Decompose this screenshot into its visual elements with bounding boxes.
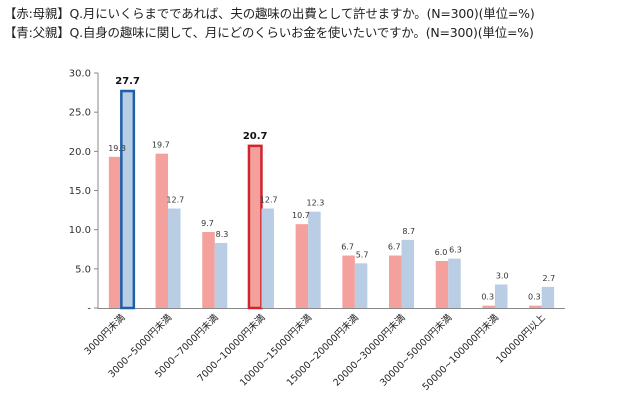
header-mother-question: 【赤:母親】Q.月にいくらまでであれば、夫の趣味の出費として許せますか。(N=3… — [4, 6, 535, 21]
data-label-father: 8.3 — [216, 230, 229, 239]
bar-father — [120, 89, 136, 310]
data-label-mother: 10.7 — [292, 211, 310, 220]
x-category-label: 100000円以上 — [494, 312, 548, 366]
bar-mother — [108, 156, 122, 308]
y-tick-label: 20.0 — [69, 147, 91, 158]
data-label-mother: 20.7 — [243, 131, 268, 142]
bar-mother — [247, 144, 263, 310]
bar-mother — [342, 255, 355, 308]
bar-mother — [435, 261, 449, 308]
bar-father — [541, 286, 555, 308]
bar-mother — [202, 232, 215, 308]
data-label-father: 5.7 — [356, 250, 369, 259]
data-label-father: 12.3 — [306, 199, 324, 208]
bar-mother — [482, 305, 495, 308]
y-tick-label: 5.0 — [75, 264, 91, 275]
x-category-label: 3000円未満 — [82, 311, 128, 357]
bar-father — [354, 263, 368, 308]
data-label-mother: 0.3 — [528, 293, 541, 302]
y-tick-label: 10.0 — [69, 225, 91, 236]
y-tick-label: 25.0 — [69, 108, 91, 119]
bar-father — [261, 208, 274, 308]
y-tick-label: - — [87, 304, 91, 315]
data-label-mother: 6.0 — [435, 248, 448, 257]
data-label-mother: 19.3 — [108, 144, 126, 153]
y-tick-label: 30.0 — [69, 69, 91, 80]
bar-father — [448, 258, 461, 308]
data-label-mother: 6.7 — [341, 243, 354, 252]
header-father-question: 【青:父親】Q.自身の趣味に関して、月にどのくらいお金を使いたいですか。(N=3… — [4, 25, 534, 40]
data-label-father: 2.7 — [543, 274, 556, 283]
bar-father — [401, 239, 415, 308]
bar-mother — [295, 224, 309, 308]
data-label-father: 8.7 — [402, 227, 415, 236]
bar-father — [168, 208, 181, 308]
data-label-mother: 19.7 — [152, 141, 170, 150]
bar-mother — [529, 305, 542, 308]
data-label-father: 6.3 — [449, 246, 462, 255]
data-label-father: 3.0 — [496, 272, 509, 281]
bar-mother — [389, 255, 402, 308]
y-tick-label: 15.0 — [69, 186, 91, 197]
data-label-mother: 6.7 — [388, 243, 401, 252]
data-label-father: 12.7 — [260, 196, 278, 205]
bar-father — [494, 284, 508, 308]
chart-header: 【赤:母親】Q.月にいくらまでであれば、夫の趣味の出費として許せますか。(N=3… — [4, 4, 636, 42]
data-label-father: 27.7 — [115, 76, 140, 87]
bar-father — [308, 211, 321, 308]
data-label-father: 12.7 — [166, 196, 184, 205]
data-label-mother: 9.7 — [201, 219, 214, 228]
x-category-label: 50000~100000円未満 — [420, 311, 502, 393]
bar-mother — [155, 153, 169, 308]
data-label-mother: 0.3 — [481, 293, 494, 302]
bar-father — [214, 242, 228, 308]
